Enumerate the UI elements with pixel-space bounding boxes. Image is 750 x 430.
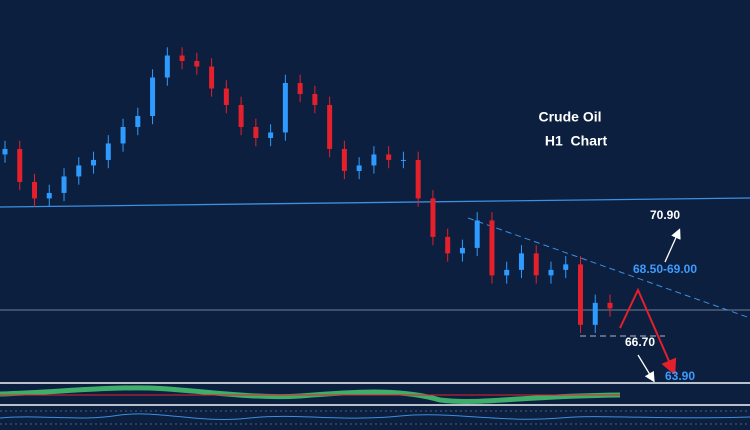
- indicator-histogram: [0, 385, 621, 405]
- oscillator-line: [0, 413, 750, 421]
- panel-divider: [0, 404, 750, 406]
- chart-title: Crude Oil: [538, 109, 601, 125]
- resistance-label: 68.50-69.00: [633, 262, 697, 276]
- panel-divider: [0, 382, 750, 384]
- scenario-arrow: [619, 287, 677, 376]
- chart-subtitle: H1 Chart: [545, 133, 608, 149]
- target-label: 70.90: [650, 208, 680, 222]
- support-label: 66.70: [625, 335, 655, 349]
- down-arrow: [637, 354, 655, 383]
- target-label: 63.90: [665, 369, 695, 383]
- up-arrow: [664, 228, 681, 263]
- trend-line: [0, 197, 750, 208]
- drawings: [0, 197, 750, 425]
